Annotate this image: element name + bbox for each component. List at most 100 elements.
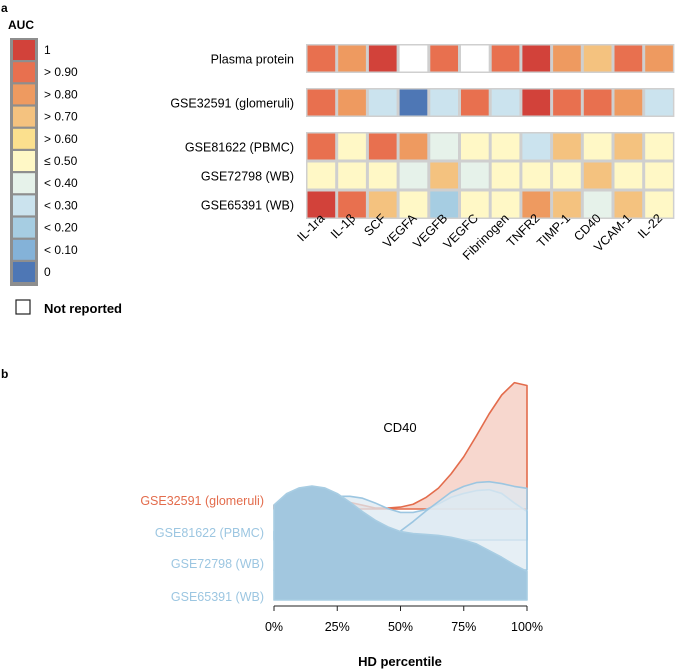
heatmap-cell (553, 133, 581, 160)
heatmap-cell (614, 45, 643, 72)
legend-swatch (13, 173, 35, 194)
x-tick-label: 100% (511, 620, 543, 634)
heatmap-cell (430, 133, 458, 160)
legend-label: > 0.60 (44, 132, 78, 146)
heatmap-cell (307, 45, 336, 72)
legend-swatches (13, 40, 35, 282)
legend-label: > 0.90 (44, 65, 78, 79)
heatmap-cell (399, 133, 428, 160)
series-label: GSE65391 (WB) (171, 590, 264, 604)
panel-b-label: b (1, 367, 8, 381)
heatmap-cell (553, 45, 581, 72)
heatmap-cell (307, 162, 336, 189)
heatmap-cell (338, 45, 366, 72)
heatmap-cell (368, 45, 397, 72)
heatmap-group-frame (306, 132, 675, 219)
heatmap-cell (399, 191, 428, 218)
heatmap-cell (368, 191, 397, 218)
legend-swatch (13, 62, 35, 83)
heatmap-cell (430, 162, 458, 189)
legend-label: < 0.30 (44, 198, 78, 212)
legend-swatch (13, 128, 35, 149)
heatmap-cell (645, 45, 673, 72)
legend-swatch (13, 217, 35, 238)
heatmap-cell (522, 162, 551, 189)
panel-a-label: a (1, 1, 8, 15)
ridge-chart-title: CD40 (383, 420, 416, 435)
heatmap-cell (522, 133, 551, 160)
series-label: GSE72798 (WB) (171, 557, 264, 571)
heatmap-cell (614, 89, 643, 116)
legend-label: ≤ 0.50 (44, 154, 78, 168)
heatmap-cell (553, 191, 581, 218)
heatmap-cell (338, 191, 366, 218)
heatmap-cell (461, 133, 489, 160)
heatmap-cell (338, 162, 366, 189)
heatmap-cell (491, 162, 520, 189)
heatmap-cell (368, 162, 397, 189)
heatmap-cell (307, 191, 336, 218)
heatmap-cell (522, 89, 551, 116)
heatmap-cell (491, 133, 520, 160)
heatmap-cell (399, 45, 428, 72)
heatmap-cell (307, 89, 336, 116)
heatmap-cell (522, 45, 551, 72)
legend-label: < 0.10 (44, 243, 78, 257)
heatmap-cell (614, 162, 643, 189)
heatmap-row-label: Plasma protein (211, 53, 294, 67)
heatmap-cell (553, 162, 581, 189)
heatmap-cell (522, 191, 551, 218)
legend-label: > 0.70 (44, 110, 78, 124)
legend-title: AUC (8, 18, 34, 32)
x-tick-label: 0% (265, 620, 283, 634)
heatmap-cell (491, 191, 520, 218)
heatmap-row-label: GSE32591 (glomeruli) (170, 97, 294, 111)
heatmap-cell (491, 89, 520, 116)
heatmap-cell (583, 45, 612, 72)
not-reported-swatch (15, 299, 31, 315)
legend-swatch (13, 195, 35, 216)
series-label: GSE32591 (glomeruli) (140, 494, 264, 508)
heatmap-cell (614, 191, 643, 218)
heatmap-cell (338, 89, 366, 116)
legend-swatch (13, 262, 35, 282)
heatmap-cell (399, 162, 428, 189)
legend-label: < 0.20 (44, 221, 78, 235)
heatmap-cell (645, 162, 673, 189)
heatmap-cell (430, 45, 458, 72)
heatmap-cell (583, 162, 612, 189)
heatmap-cell (583, 89, 612, 116)
legend-swatch (13, 84, 35, 105)
heatmap-cell (461, 45, 489, 72)
heatmap-row-label: GSE81622 (PBMC) (185, 141, 294, 155)
x-tick-label: 75% (451, 620, 476, 634)
heatmap-row-label: GSE65391 (WB) (201, 199, 294, 213)
heatmap-cell (553, 89, 581, 116)
legend-label: 0 (44, 265, 51, 279)
legend-label: > 0.80 (44, 87, 78, 101)
legend-swatch (13, 239, 35, 260)
heatmap-cell (368, 133, 397, 160)
legend-label: 1 (44, 43, 51, 57)
heatmap-group-frame (306, 88, 675, 117)
heatmap-cell (583, 191, 612, 218)
x-tick-label: 25% (325, 620, 350, 634)
heatmap-cell (461, 162, 489, 189)
heatmap-row-label: GSE72798 (WB) (201, 170, 294, 184)
heatmap-cell (461, 89, 489, 116)
legend-swatch (13, 106, 35, 127)
heatmap-cell (461, 191, 489, 218)
series-label: GSE81622 (PBMC) (155, 526, 264, 540)
heatmap-cell (430, 89, 458, 116)
heatmap-cell (645, 89, 673, 116)
heatmap-cell (645, 191, 673, 218)
heatmap-cell (614, 133, 643, 160)
heatmap-cell (399, 89, 428, 116)
legend-swatch (13, 40, 35, 60)
heatmap-cell (583, 133, 612, 160)
density-series-gse65391-wb (273, 485, 528, 601)
legend-labels: 1 > 0.90 > 0.80 > 0.70 > 0.60 ≤ 0.50 < 0.40 < 0… (44, 43, 78, 279)
heatmap-cell (491, 45, 520, 72)
heatmap-group-frame (306, 44, 675, 73)
